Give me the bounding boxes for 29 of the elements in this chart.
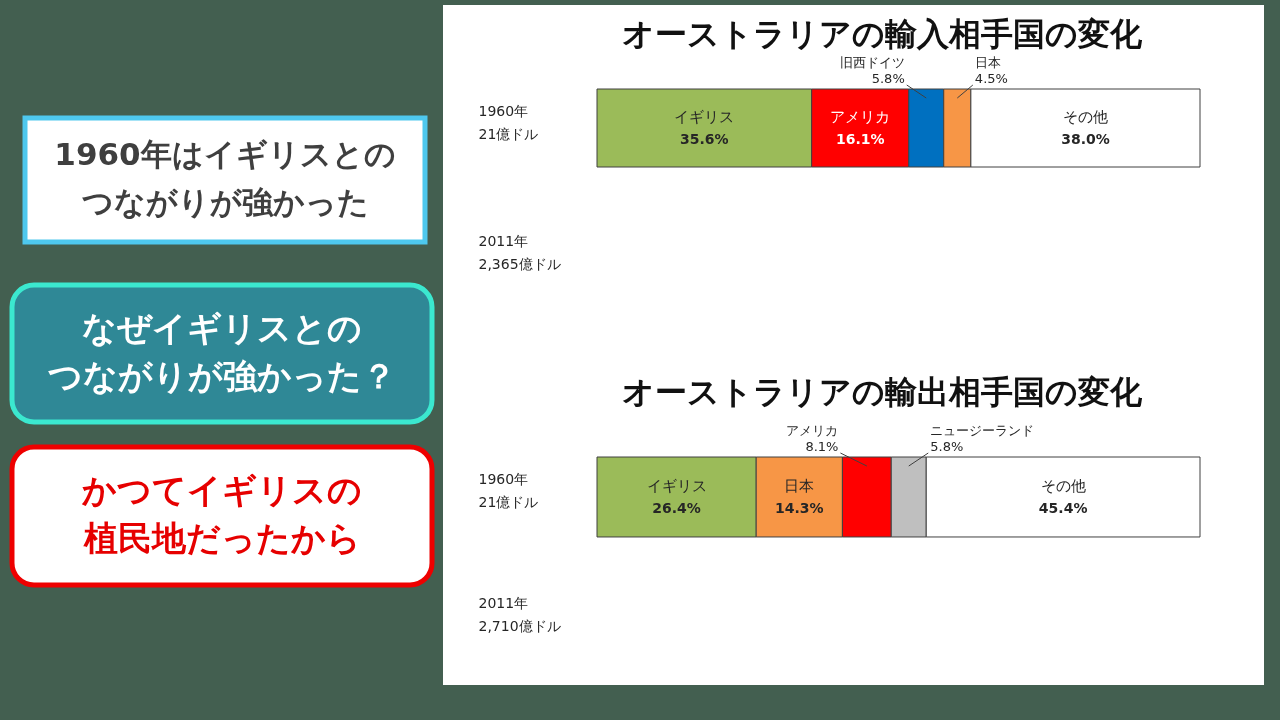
data-label: 5.8% [871, 71, 905, 86]
chart-title: オーストラリアの輸出相手国の変化 [621, 373, 1143, 411]
series-label: 日本 [974, 55, 1001, 70]
y-tick-label: 2011年 2,710億ドル [478, 594, 561, 634]
series-label: イギリス [674, 108, 735, 126]
series-label: アメリカ [830, 108, 891, 126]
data-label: 16.1% [835, 131, 885, 147]
series-label: その他 [1062, 108, 1108, 126]
series-label: 旧西ドイツ [839, 55, 905, 70]
data-label: 38.0% [1061, 131, 1110, 147]
data-label: 45.4% [1038, 499, 1088, 516]
data-label: 14.3% [775, 499, 824, 516]
y-tick-label: 2011年 2,365億ドル [478, 232, 561, 272]
series-label: その他 [1040, 476, 1086, 495]
data-label: 4.5% [974, 71, 1008, 86]
series-label: ニュージーランド [930, 423, 1035, 438]
data-label: 35.6% [680, 131, 729, 147]
y-tick-label: 1960年 21億ドル [478, 102, 539, 142]
data-label: 8.1% [805, 439, 839, 454]
series-label: イギリス [646, 476, 707, 495]
chart-title: オーストラリアの輸入相手国の変化 [621, 15, 1143, 53]
text: 1960年はイギリスとのつながりが強かった [54, 136, 396, 220]
y-tick-label: 1960年 21億ドル [478, 471, 539, 511]
series-label: 日本 [784, 476, 815, 495]
data-label: 26.4% [652, 499, 701, 516]
text: かつてイギリスの植民地だったから [81, 470, 362, 558]
series-label: アメリカ [786, 423, 839, 438]
text: なぜイギリスとのつながりが強かった？ [48, 307, 396, 396]
data-label: 5.8% [930, 439, 964, 454]
